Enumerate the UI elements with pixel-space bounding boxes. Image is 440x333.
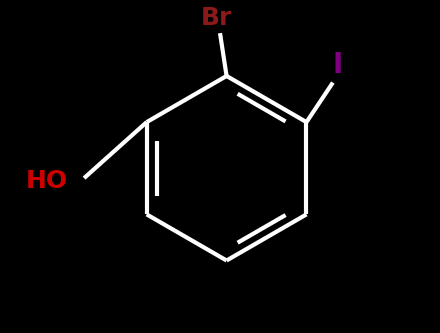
Text: HO: HO xyxy=(26,169,68,193)
Text: I: I xyxy=(333,51,343,79)
Text: Br: Br xyxy=(201,6,232,30)
